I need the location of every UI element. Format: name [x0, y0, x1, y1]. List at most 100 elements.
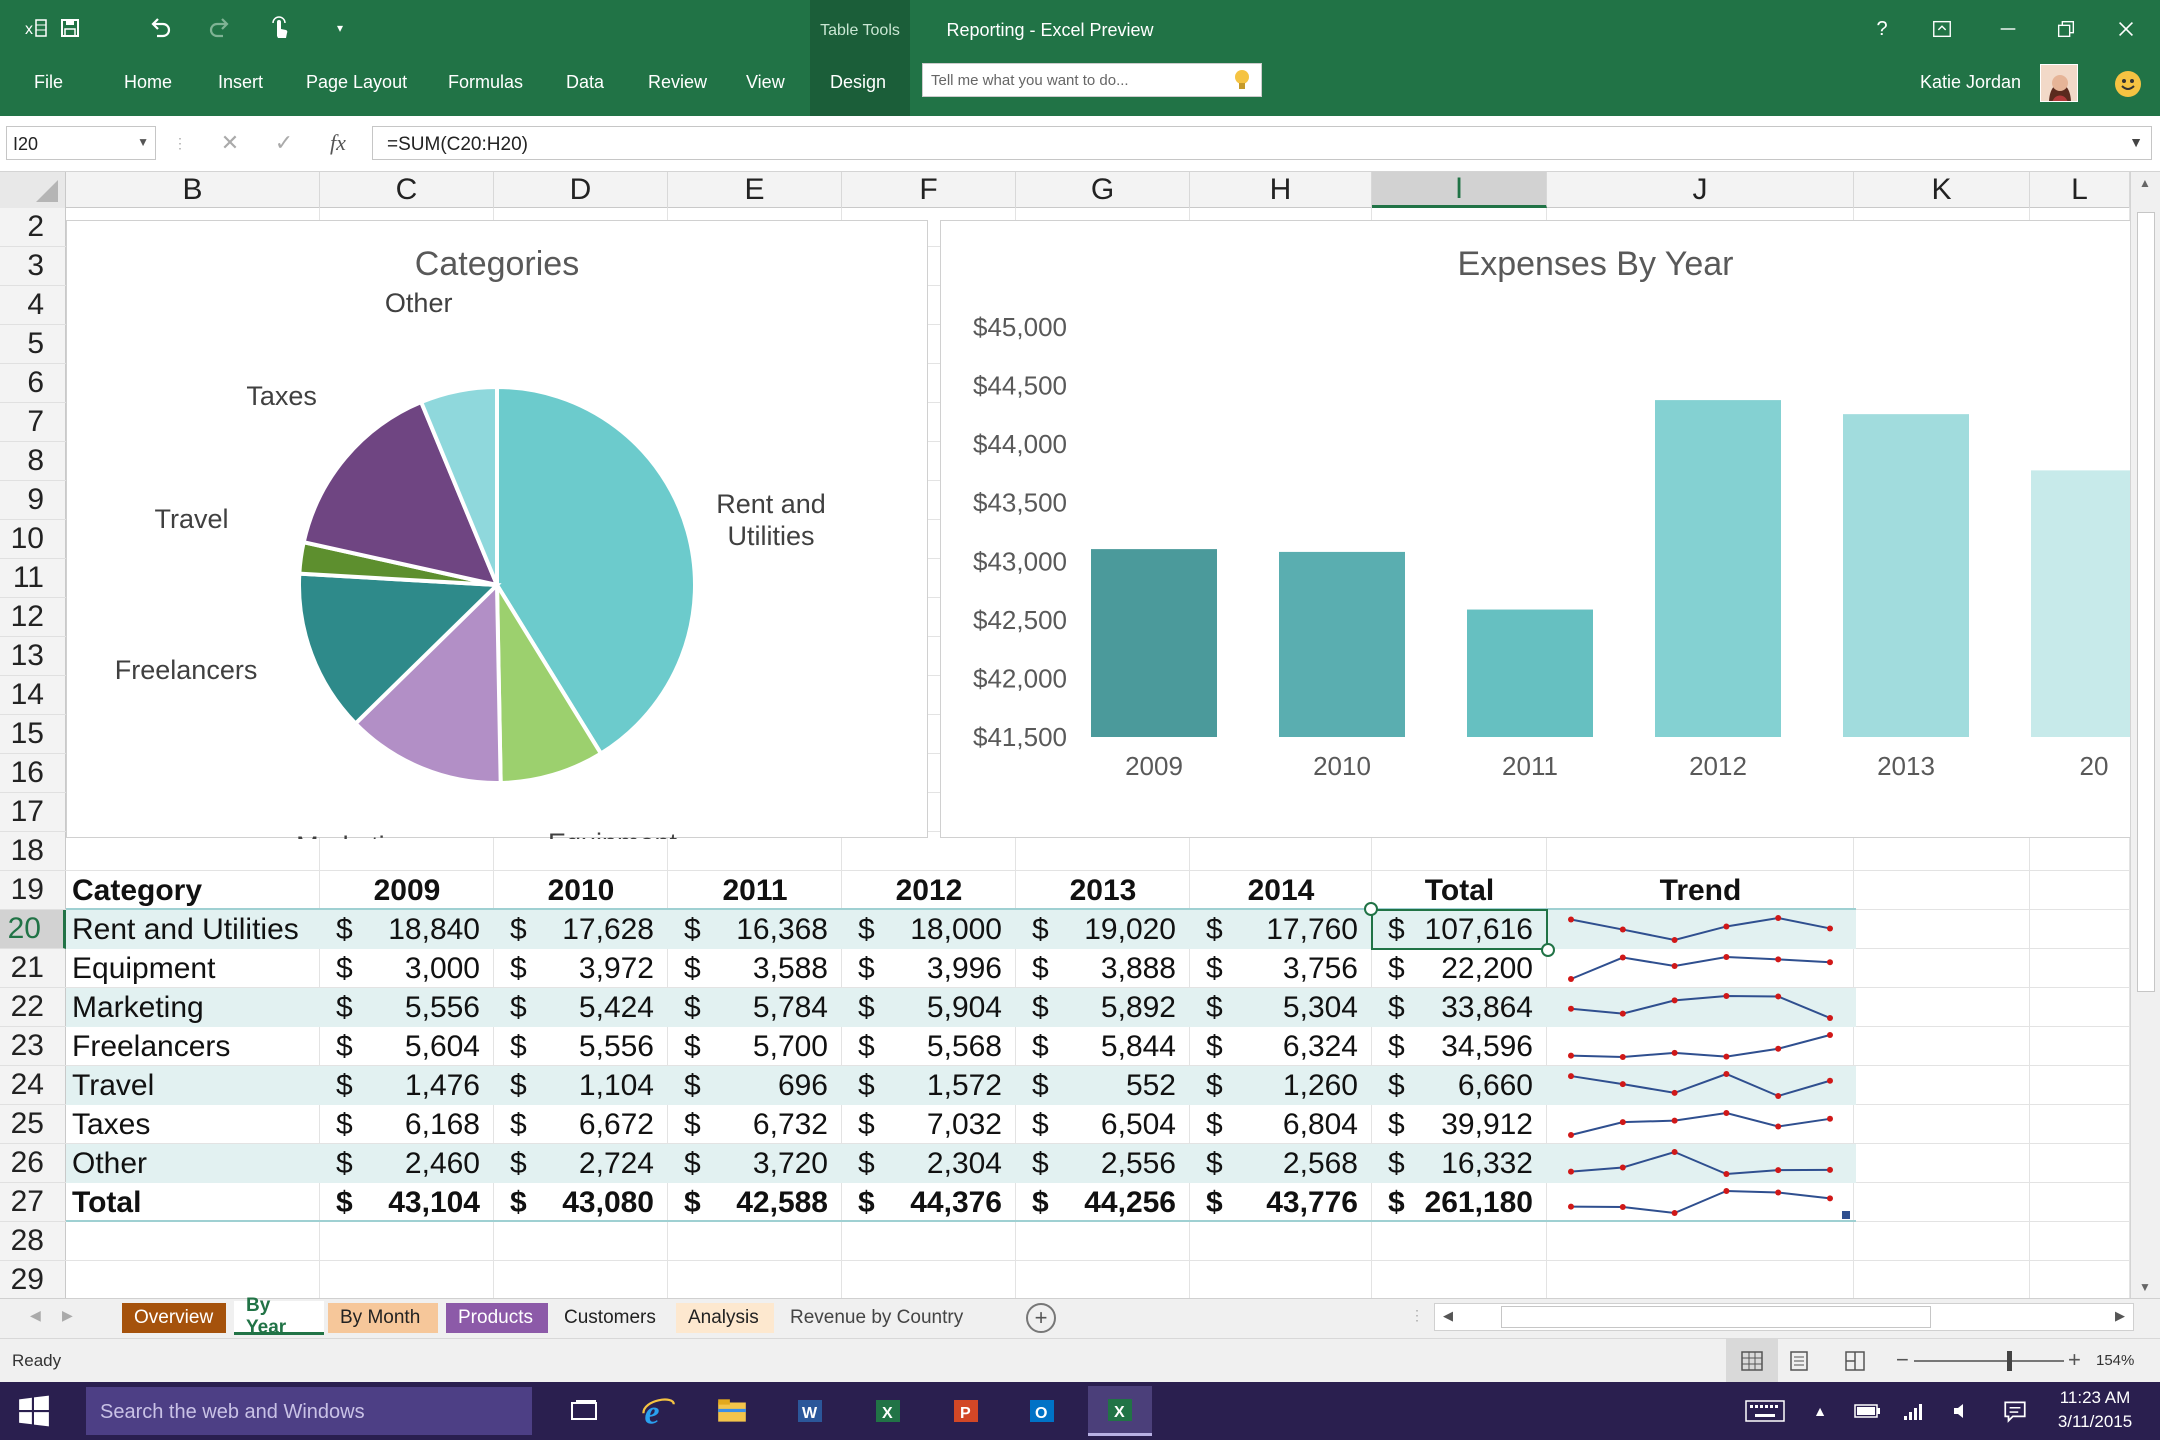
total-cell[interactable]: 6,660 — [1457, 1068, 1533, 1102]
ribbon-display-options-icon[interactable] — [1920, 12, 1964, 46]
total-cell[interactable]: 34,596 — [1441, 1029, 1533, 1063]
horizontal-scroll-thumb[interactable] — [1501, 1306, 1931, 1328]
value-cell[interactable]: 43,104 — [388, 1185, 480, 1219]
bar-2012[interactable] — [1655, 400, 1781, 737]
tab-formulas[interactable]: Formulas — [448, 72, 524, 92]
internet-explorer-icon[interactable]: e — [628, 1386, 688, 1436]
table-header-trend[interactable]: Trend — [1659, 873, 1742, 907]
table-header-year[interactable]: 2010 — [547, 873, 615, 907]
category-cell[interactable]: Taxes — [72, 1107, 151, 1141]
pie-slice[interactable] — [418, 384, 499, 586]
insert-function-icon[interactable]: fx — [330, 130, 346, 155]
next-sheet-icon[interactable]: ▶ — [62, 1307, 73, 1323]
row-header[interactable]: 29 — [0, 1261, 66, 1298]
tell-me-box[interactable]: Tell me what you want to do... — [922, 63, 1262, 97]
vertical-scroll-thumb[interactable] — [2137, 212, 2155, 992]
row-header[interactable]: 26 — [0, 1144, 66, 1183]
total-cell[interactable]: 39,912 — [1441, 1107, 1533, 1141]
table-header-year[interactable]: 2014 — [1247, 873, 1315, 907]
splitter-icon[interactable]: ⋮ — [1410, 1307, 1424, 1323]
value-cell[interactable]: 1,104 — [578, 1068, 654, 1102]
value-cell[interactable]: 3,756 — [1282, 951, 1358, 985]
row-header[interactable]: 9 — [0, 481, 66, 520]
tab-view[interactable]: View — [746, 72, 785, 92]
category-cell[interactable]: Rent and Utilities — [72, 912, 299, 946]
zoom-slider-thumb[interactable] — [2007, 1351, 2012, 1371]
column-header[interactable]: G — [1016, 172, 1190, 208]
row-header[interactable]: 16 — [0, 754, 66, 793]
table-header-year[interactable]: 2012 — [895, 873, 963, 907]
value-cell[interactable]: 44,376 — [910, 1185, 1002, 1219]
customize-qat-icon[interactable]: ▾ — [336, 21, 344, 35]
file-explorer-icon[interactable] — [702, 1386, 762, 1436]
active-cell-selection[interactable] — [1371, 909, 1548, 950]
row-header[interactable]: 2 — [0, 208, 66, 247]
row-header[interactable]: 11 — [0, 559, 66, 598]
value-cell[interactable]: 3,000 — [404, 951, 480, 985]
chevron-down-icon[interactable]: ▼ — [137, 135, 149, 149]
category-cell[interactable]: Equipment — [72, 951, 216, 985]
scroll-down-icon[interactable]: ▼ — [2139, 1280, 2151, 1294]
touch-mode-icon[interactable] — [258, 10, 302, 46]
value-cell[interactable]: 5,844 — [1100, 1029, 1176, 1063]
column-header[interactable]: H — [1190, 172, 1372, 208]
row-header[interactable]: 21 — [0, 949, 66, 988]
tab-page-layout[interactable]: Page Layout — [306, 72, 408, 92]
value-cell[interactable]: 18,000 — [910, 912, 1002, 946]
row-header[interactable]: 13 — [0, 637, 66, 676]
scroll-right-icon[interactable]: ▶ — [2115, 1308, 2125, 1323]
row-header[interactable]: 25 — [0, 1105, 66, 1144]
restore-icon[interactable] — [2044, 12, 2088, 46]
pie-slice[interactable] — [494, 577, 604, 786]
sheet-tab[interactable]: Overview — [122, 1303, 226, 1333]
close-icon[interactable] — [2104, 12, 2148, 46]
row-header[interactable]: 10 — [0, 520, 66, 559]
value-cell[interactable]: 3,588 — [752, 951, 828, 985]
value-cell[interactable]: 2,460 — [404, 1146, 480, 1180]
column-header[interactable]: E — [668, 172, 842, 208]
page-layout-view-icon[interactable] — [1784, 1349, 1814, 1373]
trend-sparkline[interactable] — [1567, 1105, 1834, 1144]
value-cell[interactable]: 6,168 — [404, 1107, 480, 1141]
powerpoint-icon[interactable]: P — [936, 1386, 996, 1436]
row-header[interactable]: 3 — [0, 247, 66, 286]
tab-home[interactable]: Home — [124, 72, 173, 92]
row-header[interactable]: 27 — [0, 1183, 66, 1222]
tab-design[interactable]: Design — [830, 72, 887, 92]
column-header[interactable]: L — [2030, 172, 2130, 208]
tab-insert[interactable]: Insert — [218, 72, 264, 92]
column-header[interactable]: F — [842, 172, 1016, 208]
help-button[interactable]: ? — [1876, 17, 1888, 40]
trend-sparkline[interactable] — [1567, 1144, 1834, 1183]
scroll-left-icon[interactable]: ◀ — [1443, 1308, 1453, 1323]
expand-formula-icon[interactable]: ▼ — [2129, 134, 2143, 150]
category-cell[interactable]: Marketing — [72, 990, 204, 1024]
pie-slice[interactable] — [297, 571, 502, 727]
value-cell[interactable]: 43,080 — [562, 1185, 654, 1219]
total-cell[interactable]: 107,616 — [1424, 912, 1533, 946]
value-cell[interactable]: 5,556 — [578, 1029, 654, 1063]
value-cell[interactable]: 5,892 — [1100, 990, 1176, 1024]
value-cell[interactable]: 5,424 — [578, 990, 654, 1024]
value-cell[interactable]: 43,776 — [1266, 1185, 1358, 1219]
value-cell[interactable]: 5,700 — [752, 1029, 828, 1063]
confirm-edit-icon[interactable]: ✓ — [274, 130, 294, 155]
category-cell[interactable]: Freelancers — [72, 1029, 231, 1063]
value-cell[interactable]: 16,368 — [736, 912, 828, 946]
sheet-tab[interactable]: By Month — [328, 1303, 438, 1333]
table-header-year[interactable]: 2013 — [1069, 873, 1137, 907]
value-cell[interactable]: 18,840 — [388, 912, 480, 946]
zoom-out-icon[interactable]: − — [1896, 1347, 1909, 1372]
column-header[interactable]: B — [66, 172, 320, 208]
value-cell[interactable]: 5,304 — [1282, 990, 1358, 1024]
start-button[interactable] — [8, 1390, 60, 1432]
selection-handle-bottom-right[interactable] — [1541, 943, 1555, 957]
taskbar-search-box[interactable]: Search the web and Windows — [86, 1387, 532, 1435]
value-cell[interactable]: 5,784 — [752, 990, 828, 1024]
sheet-tab[interactable]: Analysis — [676, 1303, 774, 1333]
value-cell[interactable]: 6,732 — [752, 1107, 828, 1141]
clock-date[interactable]: 3/11/2015 — [2057, 1412, 2133, 1431]
value-cell[interactable]: 5,568 — [926, 1029, 1002, 1063]
bar-2009[interactable] — [1091, 549, 1217, 737]
